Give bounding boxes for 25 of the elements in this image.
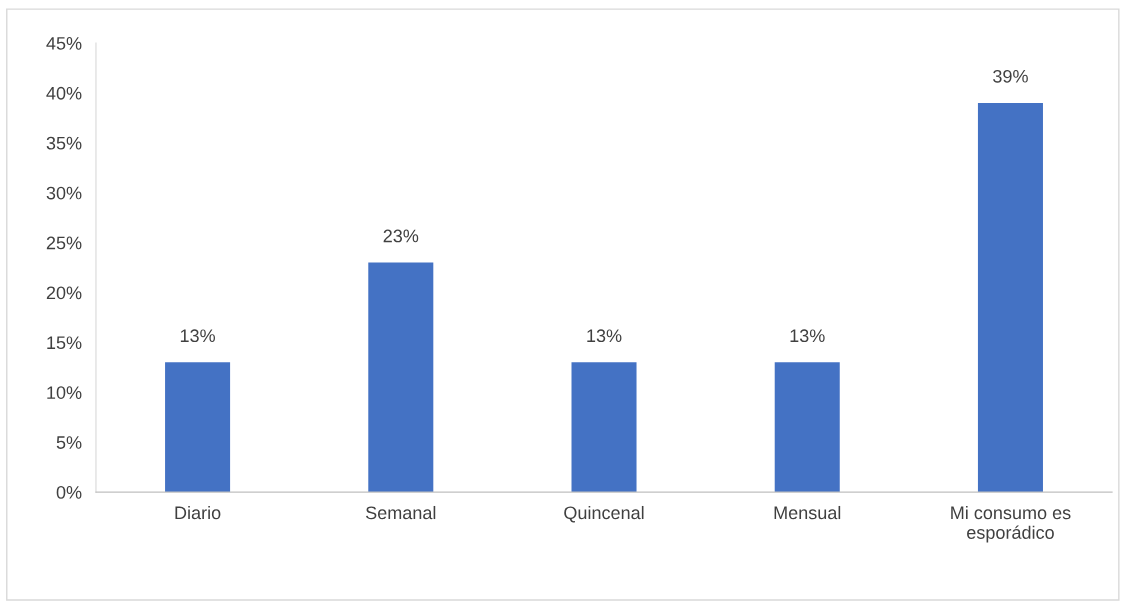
data-label: 13% — [790, 329, 825, 343]
x-tick-label: Mensual — [774, 505, 841, 520]
y-tick-label: 35% — [46, 136, 82, 150]
data-label: 13% — [587, 329, 622, 343]
y-tick-label: 25% — [46, 236, 82, 250]
x-tick-label: Diario — [175, 505, 221, 520]
bar — [165, 362, 231, 493]
data-label: 39% — [993, 69, 1028, 83]
x-tick-label: Mi consumo es esporádico — [951, 505, 1071, 543]
y-tick-label: 20% — [46, 286, 82, 300]
y-tick-label: 5% — [56, 436, 82, 449]
bar — [571, 362, 637, 493]
y-tick-label: 45% — [46, 37, 82, 50]
y-tick-label: 30% — [46, 186, 82, 200]
data-label: 13% — [180, 329, 215, 343]
bar — [977, 102, 1043, 493]
y-tick-label: 15% — [47, 336, 82, 350]
x-tick-label: Semanal — [365, 505, 436, 520]
data-label: 23% — [383, 229, 419, 243]
y-tick-label: 10% — [47, 386, 82, 399]
bar — [368, 262, 434, 493]
y-tick-label: 40% — [46, 86, 82, 100]
y-tick-label: 0% — [56, 486, 82, 499]
x-tick-label: Quincenal — [564, 505, 644, 523]
bar — [774, 362, 840, 493]
